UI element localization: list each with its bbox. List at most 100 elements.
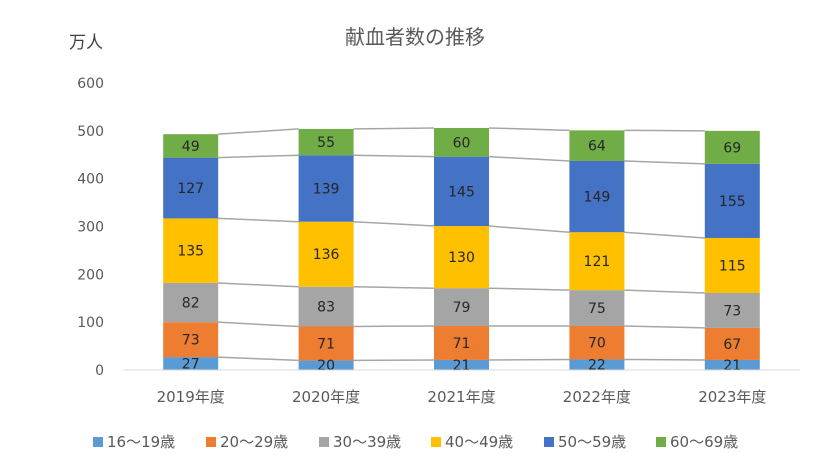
data-label: 71 bbox=[317, 336, 335, 352]
data-label: 83 bbox=[317, 300, 335, 316]
data-label: 69 bbox=[723, 140, 741, 156]
y-tick-label: 0 bbox=[95, 363, 104, 379]
series-line bbox=[488, 127, 570, 132]
data-label: 60 bbox=[453, 135, 471, 151]
data-label: 139 bbox=[313, 181, 340, 197]
legend: 16～19歳 20～29歳 30～39歳 40～49歳 50～59歳 60～69歳 bbox=[93, 433, 738, 451]
bar-segment bbox=[298, 326, 354, 361]
data-label: 22 bbox=[588, 358, 606, 374]
data-label: 75 bbox=[588, 301, 606, 317]
series-line bbox=[218, 128, 299, 135]
legend-label: 20～29歳 bbox=[220, 433, 288, 451]
data-label: 79 bbox=[453, 300, 471, 316]
series-line bbox=[353, 154, 435, 158]
series-line bbox=[353, 220, 435, 227]
data-label: 20 bbox=[317, 358, 335, 374]
x-tick-label: 2022年度 bbox=[563, 388, 631, 406]
bar-segment bbox=[434, 127, 489, 157]
series-line bbox=[488, 155, 570, 162]
bar-segment bbox=[434, 156, 489, 227]
y-axis: 0 100 200 300 400 500 600 bbox=[77, 76, 104, 379]
data-label: 21 bbox=[453, 358, 471, 374]
x-tick-label: 2023年度 bbox=[698, 388, 766, 406]
data-label: 149 bbox=[584, 190, 611, 206]
series-line bbox=[488, 287, 570, 291]
bar-segment bbox=[434, 359, 489, 370]
x-axis: 2019年度 2020年度 2021年度 2022年度 2023年度 bbox=[123, 369, 800, 406]
y-tick-label: 200 bbox=[77, 267, 104, 283]
legend-label: 16～19歳 bbox=[107, 433, 175, 451]
y-tick-label: 100 bbox=[77, 315, 104, 331]
bar-segment bbox=[569, 130, 625, 161]
chart-title: 献血者数の推移 bbox=[345, 25, 485, 49]
data-label: 145 bbox=[448, 184, 475, 200]
bar-segment bbox=[298, 155, 354, 222]
bar-segment bbox=[434, 325, 489, 360]
data-label: 82 bbox=[182, 296, 200, 312]
bar-segment bbox=[163, 322, 219, 358]
bar-segment bbox=[704, 130, 760, 164]
data-label: 49 bbox=[182, 139, 200, 155]
bar-segment bbox=[569, 325, 625, 360]
bar-segment bbox=[163, 134, 219, 158]
series-line bbox=[624, 325, 705, 329]
legend-swatch bbox=[319, 437, 329, 447]
data-label: 27 bbox=[182, 357, 200, 373]
data-label: 70 bbox=[588, 336, 606, 352]
data-label: 130 bbox=[448, 250, 475, 266]
data-label: 73 bbox=[182, 333, 200, 349]
legend-label: 40～49歳 bbox=[445, 433, 513, 451]
bar-segment bbox=[163, 282, 219, 323]
bar-segment bbox=[163, 157, 219, 219]
data-label: 155 bbox=[719, 194, 746, 210]
bar-segment bbox=[298, 286, 354, 327]
data-label: 71 bbox=[453, 336, 471, 352]
bar-segment bbox=[704, 237, 760, 293]
legend-label: 30～39歳 bbox=[333, 433, 401, 451]
data-label: 55 bbox=[317, 135, 335, 151]
y-tick-label: 600 bbox=[77, 76, 104, 92]
data-label: 135 bbox=[177, 244, 204, 260]
series-line bbox=[353, 127, 435, 130]
x-tick-label: 2020年度 bbox=[292, 388, 360, 406]
y-tick-label: 500 bbox=[77, 124, 104, 140]
series-line bbox=[218, 321, 299, 328]
legend-label: 50～59歳 bbox=[558, 433, 626, 451]
bar-segment bbox=[704, 163, 760, 238]
bar-segment bbox=[569, 232, 625, 291]
legend-swatch bbox=[206, 437, 216, 447]
data-labels: 27 20 21 22 21 73 71 71 70 67 82 83 79 75 73 135 136 130 1… bbox=[177, 135, 745, 374]
y-tick-label: 300 bbox=[77, 220, 104, 236]
bar-segment bbox=[298, 128, 354, 156]
series-line bbox=[218, 217, 299, 223]
series-line bbox=[624, 231, 705, 239]
bar-segment bbox=[704, 359, 760, 370]
bar-segment bbox=[704, 327, 760, 360]
y-tick-label: 400 bbox=[77, 172, 104, 188]
data-label: 127 bbox=[177, 181, 204, 197]
data-label: 21 bbox=[723, 358, 741, 374]
bar-segment bbox=[298, 360, 354, 370]
legend-swatch bbox=[544, 437, 554, 447]
bar-segment bbox=[298, 221, 354, 287]
series-line bbox=[624, 289, 705, 294]
x-tick-label: 2021年度 bbox=[427, 388, 495, 406]
bar-segment bbox=[569, 160, 625, 233]
data-label: 64 bbox=[588, 139, 606, 155]
data-label: 67 bbox=[723, 337, 741, 353]
bar-segment bbox=[704, 292, 760, 328]
bar-segment bbox=[434, 226, 489, 289]
data-label: 121 bbox=[584, 254, 611, 270]
legend-swatch bbox=[431, 437, 441, 447]
bar-segment bbox=[434, 288, 489, 326]
data-label: 73 bbox=[723, 303, 741, 319]
series-lines bbox=[218, 127, 705, 362]
x-tick-label: 2019年度 bbox=[157, 388, 225, 406]
bars bbox=[163, 127, 760, 370]
data-label: 136 bbox=[313, 247, 340, 263]
legend-swatch bbox=[93, 437, 103, 447]
series-line bbox=[624, 160, 705, 165]
series-line bbox=[353, 286, 435, 289]
legend-label: 60～69歳 bbox=[670, 433, 738, 451]
